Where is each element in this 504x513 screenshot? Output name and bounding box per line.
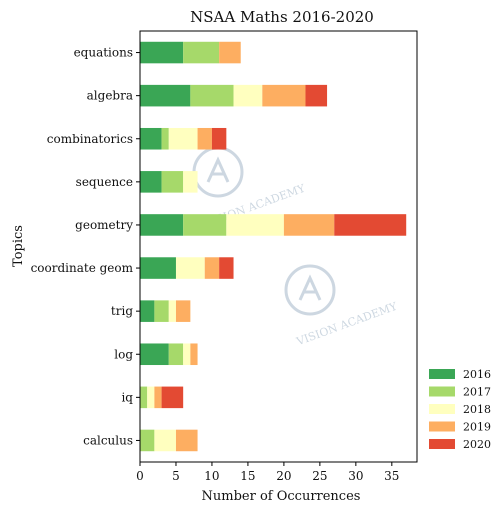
bar-segment-sequence-2018	[183, 171, 198, 193]
legend-label-2020: 2020	[463, 438, 491, 451]
bar-segment-coordinate-geom-2018	[175, 257, 205, 279]
bar-segment-geometry-2018	[226, 214, 284, 236]
bar-segment-log-2018	[183, 343, 191, 366]
bar-segment-geometry-2020	[334, 214, 407, 236]
bar-segment-sequence-2017	[161, 171, 184, 193]
bar-segment-log-2019	[190, 343, 198, 366]
y-tick-label: log	[114, 347, 133, 361]
y-tick-label: combinatorics	[47, 132, 133, 146]
x-tick-label: 0	[136, 469, 144, 483]
bar-segment-log-2017	[168, 343, 184, 366]
legend-label-2018: 2018	[463, 403, 491, 416]
legend-swatch-2019	[429, 421, 455, 432]
legend: 2016 2017 2018 2019 2020	[429, 368, 491, 451]
x-tick-label: 20	[276, 469, 291, 483]
bar-segment-combinatorics-2018	[168, 127, 198, 150]
bar-segment-coordinate-geom-2020	[219, 257, 234, 279]
bar-segment-calculus-2018	[154, 429, 176, 452]
x-tick-label: 35	[384, 469, 399, 483]
legend-swatch-2017	[429, 386, 455, 397]
bar-segment-geometry-2016	[140, 214, 184, 236]
bar-segment-algebra-2018	[233, 84, 263, 107]
bar-segment-algebra-2019	[262, 84, 306, 107]
bar-segment-combinatorics-2019	[197, 127, 212, 150]
y-tick-label: trig	[111, 304, 133, 318]
y-tick-label: coordinate geom	[31, 261, 134, 275]
bar-segment-iq-2020	[161, 386, 184, 409]
bar-segment-geometry-2017	[183, 214, 227, 236]
x-tick-label: 30	[348, 469, 363, 483]
x-tick-label: 10	[204, 469, 219, 483]
bar-segment-algebra-2016	[140, 84, 191, 107]
legend-swatch-2018	[429, 404, 455, 414]
bar-segment-algebra-2017	[190, 84, 234, 107]
watermark-brand-2: VISION ACADEMY	[294, 299, 400, 348]
x-ticks: 0 5 10 15 20 25 30 35	[136, 462, 399, 483]
bar-segment-algebra-2020	[305, 84, 328, 107]
bar-segment-trig-2018	[168, 300, 176, 322]
bar-segment-geometry-2019	[283, 214, 335, 236]
bar-segment-log-2016	[140, 343, 169, 366]
legend-label-2017: 2017	[463, 386, 491, 399]
chart-title: NSAA Maths 2016-2020	[190, 8, 374, 26]
legend-swatch-2016	[429, 369, 455, 379]
x-tick-label: 5	[172, 469, 180, 483]
x-tick-label: 25	[312, 469, 327, 483]
bar-segment-trig-2017	[154, 300, 169, 322]
bar-segment-calculus-2017	[140, 429, 155, 452]
y-tick-label: calculus	[83, 433, 133, 447]
bar-segment-trig-2019	[175, 300, 191, 322]
bar-segment-trig-2016	[140, 300, 155, 322]
y-tick-label: geometry	[75, 218, 133, 232]
legend-label-2019: 2019	[463, 421, 491, 434]
bar-segment-iq-2017	[140, 386, 148, 409]
y-axis-label: Topics	[11, 225, 26, 267]
bar-segment-sequence-2016	[140, 171, 162, 193]
y-tick-label: sequence	[76, 175, 133, 189]
bars	[140, 41, 407, 452]
bar-segment-equations-2016	[140, 41, 184, 64]
bar-segment-coordinate-geom-2016	[140, 257, 176, 279]
watermark-logo-2: VISION ACADEMY	[284, 264, 400, 349]
y-tick-label: equations	[74, 46, 133, 60]
y-tick-label: algebra	[87, 89, 133, 103]
bar-segment-combinatorics-2017	[161, 127, 169, 150]
bar-segment-calculus-2019	[175, 429, 198, 452]
plot-frame	[139, 30, 418, 463]
y-tick-labels: equations algebra combinatorics sequence geo…	[31, 46, 140, 447]
x-tick-label: 15	[240, 469, 255, 483]
bar-segment-combinatorics-2016	[140, 127, 162, 150]
bar-segment-equations-2019	[219, 41, 241, 64]
x-axis-label: Number of Occurrences	[202, 489, 361, 504]
legend-label-2016: 2016	[463, 368, 491, 381]
bar-segment-combinatorics-2020	[211, 127, 227, 150]
bar-segment-equations-2017	[183, 41, 220, 64]
bar-segment-iq-2019	[154, 386, 162, 409]
bar-segment-coordinate-geom-2019	[204, 257, 220, 279]
y-tick-label: iq	[121, 390, 133, 404]
legend-swatch-2020	[429, 439, 455, 449]
bar-segment-iq-2018	[147, 386, 155, 409]
